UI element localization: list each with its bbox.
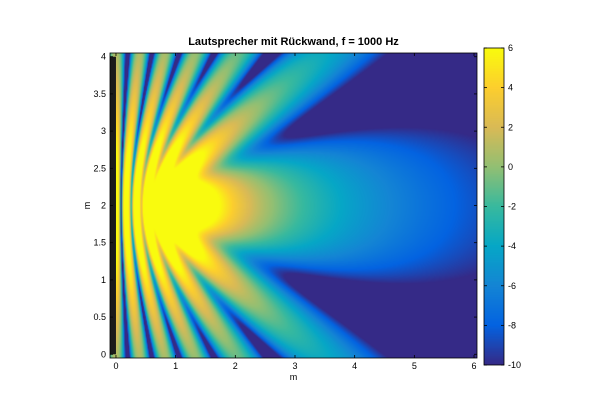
- x-tick-label: 5: [412, 361, 417, 371]
- x-tick-label: 4: [352, 361, 357, 371]
- y-tick-label: 3.5: [93, 89, 106, 99]
- colorbar-tick-label: 4: [508, 83, 513, 93]
- y-tick-label: 1.5: [93, 238, 106, 248]
- y-tick-label: 0: [101, 349, 106, 359]
- x-axis: 0 1 2 3 4 5 6: [113, 53, 477, 371]
- colorbar-tick-label: -4: [508, 241, 516, 251]
- y-tick-label: 4: [101, 52, 106, 62]
- colorbar-ticks: 6 4 2 0 -2 -4 -6 -8 -10: [484, 43, 521, 370]
- colorbar: 6 4 2 0 -2 -4 -6 -8 -10: [483, 43, 521, 370]
- colorbar-tick-label: -6: [508, 281, 516, 291]
- x-tick-label: 6: [472, 361, 477, 371]
- colorbar-tick-label: -2: [508, 202, 516, 212]
- y-axis-label: m: [82, 202, 92, 210]
- colorbar-tick-label: -10: [508, 360, 521, 370]
- y-tick-label: 2.5: [93, 163, 106, 173]
- colorbar-tick-label: 0: [508, 162, 513, 172]
- x-tick-label: 2: [233, 361, 238, 371]
- colorbar-gradient: [484, 48, 504, 365]
- colorbar-tick-label: 6: [508, 43, 513, 53]
- heatmap-image: [110, 53, 477, 358]
- y-tick-label: 0.5: [93, 312, 106, 322]
- x-tick-label: 0: [113, 361, 118, 371]
- y-tick-label: 1: [101, 275, 106, 285]
- y-axis: 0 0.5 1 1.5 2 2.5 3 3.5 4: [93, 52, 477, 359]
- colorbar-tick-label: -8: [508, 320, 516, 330]
- x-tick-label: 1: [173, 361, 178, 371]
- plot-area: [109, 52, 478, 359]
- y-tick-label: 2: [101, 201, 106, 211]
- x-tick-label: 3: [292, 361, 297, 371]
- x-axis-label: m: [290, 372, 298, 382]
- chart-title: Lautsprecher mit Rückwand, f = 1000 Hz: [188, 36, 399, 48]
- y-tick-label: 3: [101, 126, 106, 136]
- colorbar-tick-label: 2: [508, 122, 513, 132]
